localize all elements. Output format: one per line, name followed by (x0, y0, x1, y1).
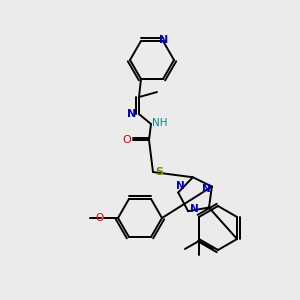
Text: O: O (123, 135, 131, 145)
Text: N: N (176, 182, 184, 191)
Text: N: N (202, 184, 210, 194)
Text: N: N (128, 109, 136, 119)
Text: NH: NH (152, 118, 168, 128)
Text: S: S (155, 167, 163, 177)
Text: N: N (159, 35, 169, 45)
Text: O: O (95, 213, 103, 223)
Text: N: N (190, 204, 199, 214)
